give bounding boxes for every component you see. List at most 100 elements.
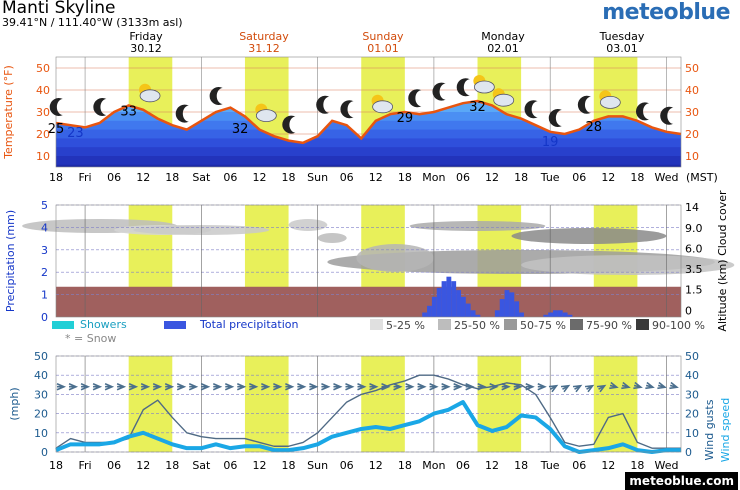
x-tick-label: 18 <box>49 459 63 472</box>
y-tick-label-right: 20 <box>685 128 699 141</box>
legend-label-cloud: 90-100 % <box>652 319 705 332</box>
precipitation-bar <box>494 310 500 317</box>
wind-direction-arrow <box>333 382 343 391</box>
x-tick-label: 18 <box>165 171 179 184</box>
day-name: Saturday <box>239 30 289 43</box>
moon-icon <box>49 98 63 117</box>
x-tick-label: 06 <box>456 171 470 184</box>
precipitation-bar <box>553 310 558 317</box>
temperature-label: 29 <box>397 111 414 126</box>
legend-swatch-cloud <box>438 319 451 330</box>
wind-direction-arrow <box>657 381 667 390</box>
x-tick-label: 12 <box>485 459 499 472</box>
precipitation-bar <box>451 281 457 317</box>
moon-icon <box>175 104 189 123</box>
x-tick-label: 06 <box>107 171 121 184</box>
y2-axis-label-speed: Wind speed <box>719 398 732 462</box>
x-tick-label: 18 <box>514 171 528 184</box>
y-tick-label-left: 2 <box>41 266 48 279</box>
y-tick-label-left: 10 <box>34 427 48 440</box>
legend-swatch-cloud <box>570 319 583 330</box>
sun-cloud-icon <box>255 103 277 122</box>
y-tick-label-left: 20 <box>34 408 48 421</box>
temperature-label: 32 <box>232 122 249 137</box>
wind-direction-arrow <box>489 382 499 391</box>
precipitation-bar <box>431 296 437 317</box>
x-tick-label: Sun <box>307 171 328 184</box>
y-tick-label-left: 5 <box>41 199 48 212</box>
x-tick-label: 12 <box>369 171 383 184</box>
x-tick-label: 18 <box>282 171 296 184</box>
x-tick-label: 18 <box>630 171 644 184</box>
moon-icon <box>456 78 470 97</box>
precipitation-bar <box>548 312 554 317</box>
temperature-fill-band <box>56 156 681 167</box>
wind-direction-arrow <box>104 382 115 391</box>
precipitation-bar <box>499 299 505 317</box>
day-date: 31.12 <box>248 42 280 55</box>
x-tick-label: 12 <box>252 171 266 184</box>
temperature-label: 25 <box>48 122 65 137</box>
legend-label-cloud: 5-25 % <box>386 319 425 332</box>
wind-direction-arrow <box>441 382 451 391</box>
temperature-label: 19 <box>542 135 559 150</box>
wind-direction-arrow <box>417 382 427 391</box>
precipitation-bar <box>441 281 447 317</box>
wind-direction-arrow <box>285 382 295 391</box>
temperature-label: 32 <box>469 100 486 115</box>
y-tick-label-right: 0 <box>685 446 692 459</box>
daylight-band <box>244 356 289 452</box>
x-tick-label: 06 <box>340 171 354 184</box>
precipitation-bar <box>460 296 466 317</box>
precipitation-bar <box>562 312 568 317</box>
day-name: Sunday <box>362 30 404 43</box>
precipitation-bar <box>509 292 515 317</box>
y-tick-label-left: 50 <box>36 62 50 75</box>
wind-direction-arrow <box>453 382 463 391</box>
moon-icon <box>316 95 330 114</box>
moon-icon <box>660 106 674 125</box>
wind-direction-arrow <box>393 382 403 391</box>
wind-direction-arrow <box>513 382 523 391</box>
daylight-band <box>593 356 638 452</box>
footer-brand: meteoblue.com <box>625 472 738 490</box>
brand-logo: meteoblue <box>602 0 730 25</box>
wind-direction-arrow <box>548 384 559 393</box>
wind-direction-arrow <box>56 382 67 391</box>
x-tick-label: 18 <box>514 459 528 472</box>
precipitation-panel: 0 1 2 3 4 5 0 1.5 3.5 6.0 9.0 14 Precipitation (mm) A… <box>4 190 735 345</box>
wind-direction-arrow <box>188 382 199 391</box>
y-tick-label-left: 4 <box>41 221 48 234</box>
legend-label-snow: * = Snow <box>65 332 116 345</box>
x-tick-label: Sun <box>307 459 328 472</box>
y-tick-label-right: 1.5 <box>685 284 703 297</box>
x-tick-label: Tue <box>540 171 560 184</box>
temperature-fill-band <box>56 164 681 167</box>
precipitation-bar <box>519 312 524 317</box>
x-tick-label: Sat <box>192 171 211 184</box>
sun-cloud-icon <box>371 94 394 114</box>
y2-axis-label: Altitude (km) Cloud cover <box>716 190 729 332</box>
wind-direction-arrow <box>633 381 643 390</box>
y-tick-label-left: 10 <box>36 150 50 163</box>
wind-direction-arrow <box>128 382 139 391</box>
x-tick-label: 18 <box>630 459 644 472</box>
wind-direction-arrow <box>92 382 103 391</box>
wind-direction-arrow <box>584 384 595 393</box>
precipitation-bar <box>567 314 573 317</box>
wind-direction-arrow <box>501 382 511 391</box>
wind-direction-arrow <box>381 382 391 391</box>
y-tick-label-left: 30 <box>36 106 50 119</box>
wind-direction-arrow <box>212 382 223 391</box>
precipitation-bar <box>427 305 432 317</box>
wind-direction-arrow <box>621 381 631 390</box>
cloud-cover-blob <box>356 244 434 272</box>
x-tick-label: 06 <box>572 171 586 184</box>
y-tick-label-left: 50 <box>34 350 48 363</box>
moon-icon <box>282 115 296 134</box>
wind-direction-arrow <box>369 382 379 391</box>
x-tick-label: 18 <box>282 459 296 472</box>
panel-frame <box>55 355 682 453</box>
wind-direction-arrow <box>537 382 547 391</box>
